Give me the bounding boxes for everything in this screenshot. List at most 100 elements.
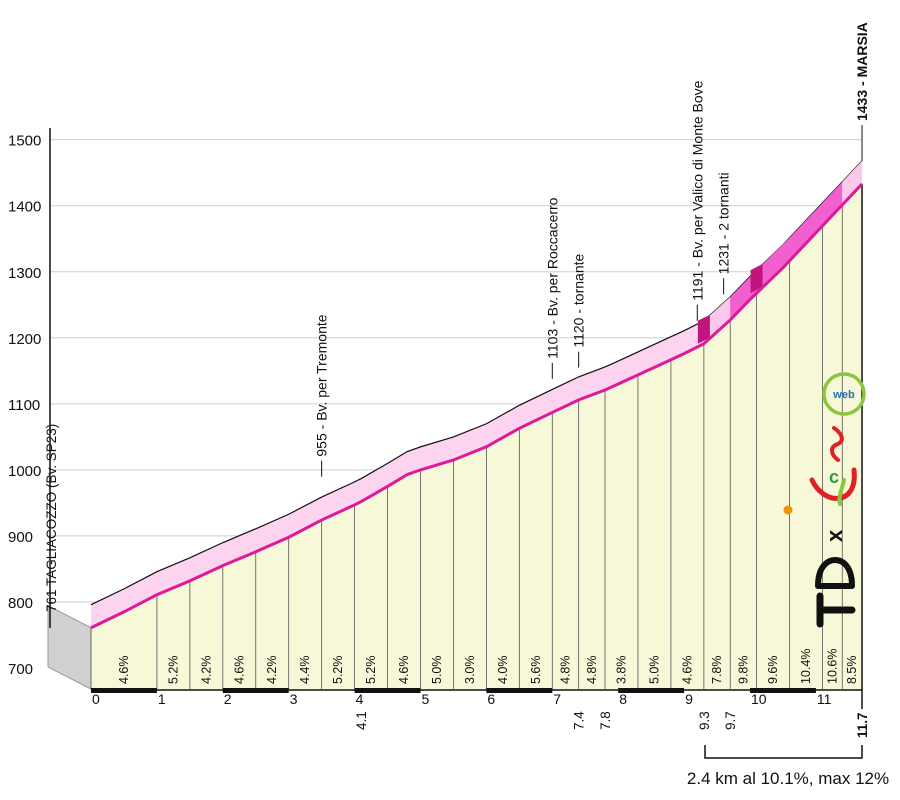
waypoint-label: 1433 - MARSIA [854,22,870,121]
y-tick-label: 1500 [8,133,41,150]
grade-label: 3.8% [614,656,628,685]
y-tick-label: 1300 [8,265,41,282]
x-extra-tick-label: 11.7 [855,712,870,738]
steep-section [822,181,843,226]
x-axis: 0 1 2 3 4 5 6 7 8 9 10 11 4.1 7.4 7.8 9.3 9.7 11.7 [91,688,870,738]
grade-label: 4.0% [496,656,510,685]
road-surface-band [91,160,863,628]
grade-label: 8.5% [845,656,859,685]
grade-label: 10.6% [825,649,839,684]
y-tick-label: 800 [8,595,33,612]
steep-marker-stripe [697,314,710,344]
grade-label: 3.0% [463,656,477,685]
grade-labels: 4.6% 5.2% 4.2% 4.6% 4.2% 4.4% 5.2% 5.2% 4.6% 5.0%… [117,649,859,684]
km-bar [222,688,289,693]
y-tick-label: 900 [8,529,33,546]
grade-label: 10.4% [799,649,813,684]
grade-label: 4.2% [199,656,213,685]
waypoint-label: 1191 - Bv. per Valico di Monte Bove [689,80,705,300]
km-bar [354,688,421,693]
km-bar [618,688,685,693]
grade-label: 4.8% [585,656,599,685]
icl-mark: c web [783,372,866,515]
steep-section [789,202,823,261]
y-tick-label: 1000 [8,463,41,480]
y-tick-label: 1400 [8,199,41,216]
x-tick-label: 2 [224,691,232,707]
x-tick-label: 0 [92,691,100,707]
terrain-side-face [47,604,92,690]
waypoint-label: 955 - Bv. per Tremonte [314,314,330,456]
x-tick-label: 6 [487,691,495,707]
x-extra-tick-label: 9.7 [723,711,738,730]
steep-section [756,237,790,294]
waypoint-label: 1120 - tornante [571,253,587,347]
y-axis: 1500 1400 1300 1200 1100 1000 900 800 700 [8,128,51,678]
tdxicl-logo: x c web [783,372,866,628]
km-bar [750,688,816,693]
icl-letter-l [830,426,844,462]
grade-label: 7.8% [710,656,724,685]
terrain-fill [91,183,863,689]
waypoint-label: 1231 - 2 tornanti [716,172,732,274]
grade-label: 4.6% [397,656,411,685]
segment-dividers [90,183,863,709]
web-text: web [832,389,855,401]
grade-label: 4.6% [117,656,131,685]
x-extra-tick-label: 7.4 [572,711,587,730]
x-tick-label: 1 [158,691,166,707]
waypoint-label: 761 TAGLIACOZZO (Bv. SP23) [44,424,59,612]
x-tick-label: 4 [356,691,364,707]
grade-label: 5.2% [166,656,180,685]
road-front-edge [90,182,864,630]
icl-letter-c: c [829,467,839,487]
logo-x: x [822,529,847,542]
grade-label: 5.0% [647,656,661,685]
grade-label: 5.6% [529,656,543,685]
grade-label: 5.2% [364,656,378,685]
grade-label: 4.6% [232,656,246,685]
waypoint-label: 1103 - Bv. per Roccacerro [544,197,560,359]
steep-marker-stripe [750,263,763,294]
x-tick-label: 11 [817,691,832,707]
climb-summary-bracket [704,745,863,759]
x-tick-label: 5 [422,691,430,707]
climb-summary: 2.4 km al 10.1%, max 12% [687,745,889,788]
steep-section [842,160,863,205]
y-tick-label: 1100 [8,397,40,414]
x-tick-label: 10 [751,691,767,707]
y-tick-label: 1200 [8,331,41,348]
grade-label: 9.8% [736,656,750,685]
km-bar [91,688,157,693]
x-extra-tick-label: 9.3 [697,711,712,730]
grade-label: 4.8% [558,656,572,685]
grade-label: 4.4% [298,656,312,685]
climb-summary-text: 2.4 km al 10.1%, max 12% [687,769,889,788]
grade-label: 5.2% [331,656,345,685]
road-side-band [90,160,863,628]
grade-label: 9.6% [766,656,780,685]
km-bar [486,688,553,693]
icl-dot [783,505,793,515]
td-mark [815,556,856,628]
x-extra-tick-label: 7.8 [598,711,613,730]
road-ribbon [90,160,864,630]
x-tick-label: 9 [685,691,693,707]
web-circle [822,372,866,416]
icl-letter-i [837,478,846,506]
steep-section [730,270,757,320]
steep-section [703,296,731,344]
grade-label: 5.0% [430,656,444,685]
x-tick-label: 7 [553,691,561,707]
road-back-edge [90,160,863,606]
x-tick-label: 3 [290,691,298,707]
grade-label: 4.6% [680,656,694,685]
td-mark-d [815,556,855,589]
waypoint-annotations: 761 TAGLIACOZZO (Bv. SP23) 955 - Bv. per … [44,22,870,612]
td-mark-t [816,592,856,628]
grade-label: 4.2% [265,656,279,685]
x-tick-label: 8 [619,691,627,707]
y-tick-label: 700 [8,661,33,678]
x-extra-tick-label: 4.1 [354,711,369,730]
